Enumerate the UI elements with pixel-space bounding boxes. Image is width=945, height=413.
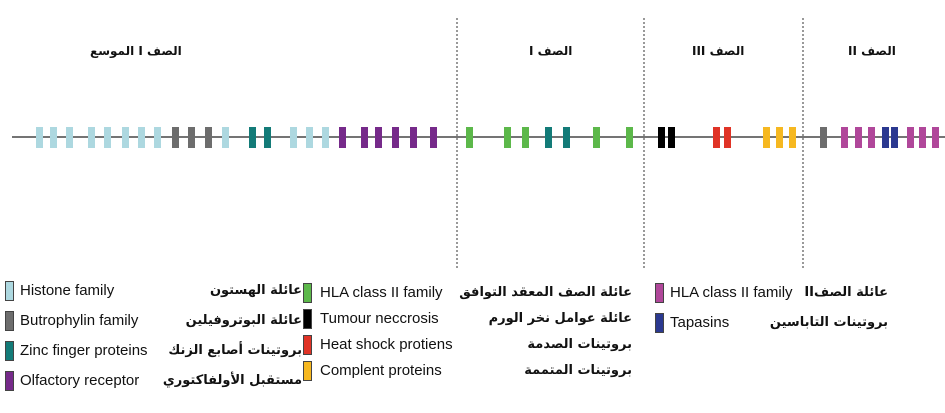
gene-box-tapasin	[891, 127, 898, 148]
legend-label-en: Tumour neccrosis	[320, 310, 439, 327]
legend-swatch-tnf	[303, 309, 312, 329]
gene-box-zinc	[545, 127, 552, 148]
gene-box-butrophylin	[205, 127, 212, 148]
legend-label-ar: بروتينات التاباسين	[769, 315, 888, 330]
genes-layer	[36, 127, 939, 148]
gene-box-histone	[138, 127, 145, 148]
legend-label-en: HLA class II family	[320, 284, 443, 301]
legend-swatch-hla_class2	[655, 283, 664, 303]
region-label-class-2: الصف II	[848, 44, 896, 58]
gene-box-olfactory	[339, 127, 346, 148]
legend-swatch-hla2	[303, 283, 312, 303]
gene-box-zinc	[264, 127, 271, 148]
gene-box-complement	[789, 127, 796, 148]
legend-swatch-tapasin	[655, 313, 664, 333]
gene-box-histone	[88, 127, 95, 148]
gene-box-histone	[36, 127, 43, 148]
gene-box-hla_class2	[855, 127, 862, 148]
gene-box-complement	[763, 127, 770, 148]
gene-box-hsp	[724, 127, 731, 148]
gene-box-tapasin	[882, 127, 889, 148]
legend-label-ar: عائلة الصفII	[804, 285, 888, 300]
gene-box-histone	[122, 127, 129, 148]
legend-swatch-butrophylin	[5, 311, 14, 331]
gene-map	[12, 18, 945, 270]
gene-box-histone	[322, 127, 329, 148]
legend-label-en: Butrophylin family	[20, 312, 139, 329]
gene-box-olfactory	[392, 127, 399, 148]
gene-box-histone	[290, 127, 297, 148]
gene-box-hla2	[626, 127, 633, 148]
legend-label-ar: عائلة البوتروفيلين	[185, 313, 302, 328]
gene-box-olfactory	[361, 127, 368, 148]
gene-box-hla2	[466, 127, 473, 148]
gene-box-hla_class2	[841, 127, 848, 148]
legend-swatch-olfactory	[5, 371, 14, 391]
legend-label-ar: بروتينات المتممة	[524, 363, 632, 378]
gene-box-hla_class2	[919, 127, 926, 148]
gene-box-butrophylin	[820, 127, 827, 148]
gene-box-olfactory	[410, 127, 417, 148]
gene-box-complement	[776, 127, 783, 148]
legend-label-ar: عائلة الصف المعقد التوافق	[459, 285, 632, 300]
gene-box-hla2	[504, 127, 511, 148]
legend-label-ar: بروتينات الصدمة	[527, 337, 632, 352]
legend-label-en: Zinc finger proteins	[20, 342, 148, 359]
gene-box-olfactory	[375, 127, 382, 148]
legend-swatch-zinc	[5, 341, 14, 361]
gene-box-zinc	[563, 127, 570, 148]
legend-label-en: Histone family	[20, 282, 115, 299]
region-label-extended-class-1: الصف I الموسع	[90, 44, 182, 58]
gene-box-hla2	[593, 127, 600, 148]
gene-box-zinc	[249, 127, 256, 148]
legend-label-en: Complent proteins	[320, 362, 442, 379]
legend-label-en: Olfactory receptor	[20, 372, 140, 389]
legend-label-ar: عائلة عوامل نخر الورم	[488, 311, 632, 326]
gene-box-butrophylin	[188, 127, 195, 148]
gene-box-histone	[222, 127, 229, 148]
gene-box-histone	[66, 127, 73, 148]
legend-label-ar: بروتينات أصابع الزنك	[168, 343, 302, 358]
gene-box-hla_class2	[932, 127, 939, 148]
legend-label-en: Heat shock protiens	[320, 336, 453, 353]
region-label-class-3: الصف III	[692, 44, 745, 58]
region-label-class-1: الصف I	[529, 44, 573, 58]
gene-box-hla_class2	[907, 127, 914, 148]
gene-box-olfactory	[430, 127, 437, 148]
gene-box-hla_class2	[868, 127, 875, 148]
gene-box-butrophylin	[172, 127, 179, 148]
gene-box-hla2	[522, 127, 529, 148]
gene-box-histone	[154, 127, 161, 148]
gene-box-histone	[306, 127, 313, 148]
gene-box-tnf	[658, 127, 665, 148]
legend-label-ar: عائلة الهستون	[209, 283, 302, 298]
gene-box-hsp	[713, 127, 720, 148]
legend-label-en: HLA class II family	[670, 284, 793, 301]
legend-label-ar: مستقبل الأولفاكتوري	[162, 373, 302, 388]
gene-box-histone	[104, 127, 111, 148]
legend-swatch-histone	[5, 281, 14, 301]
gene-box-tnf	[668, 127, 675, 148]
legend-swatch-complement	[303, 361, 312, 381]
legend-swatch-hsp	[303, 335, 312, 355]
legend-label-en: Tapasins	[670, 314, 730, 331]
gene-box-histone	[50, 127, 57, 148]
